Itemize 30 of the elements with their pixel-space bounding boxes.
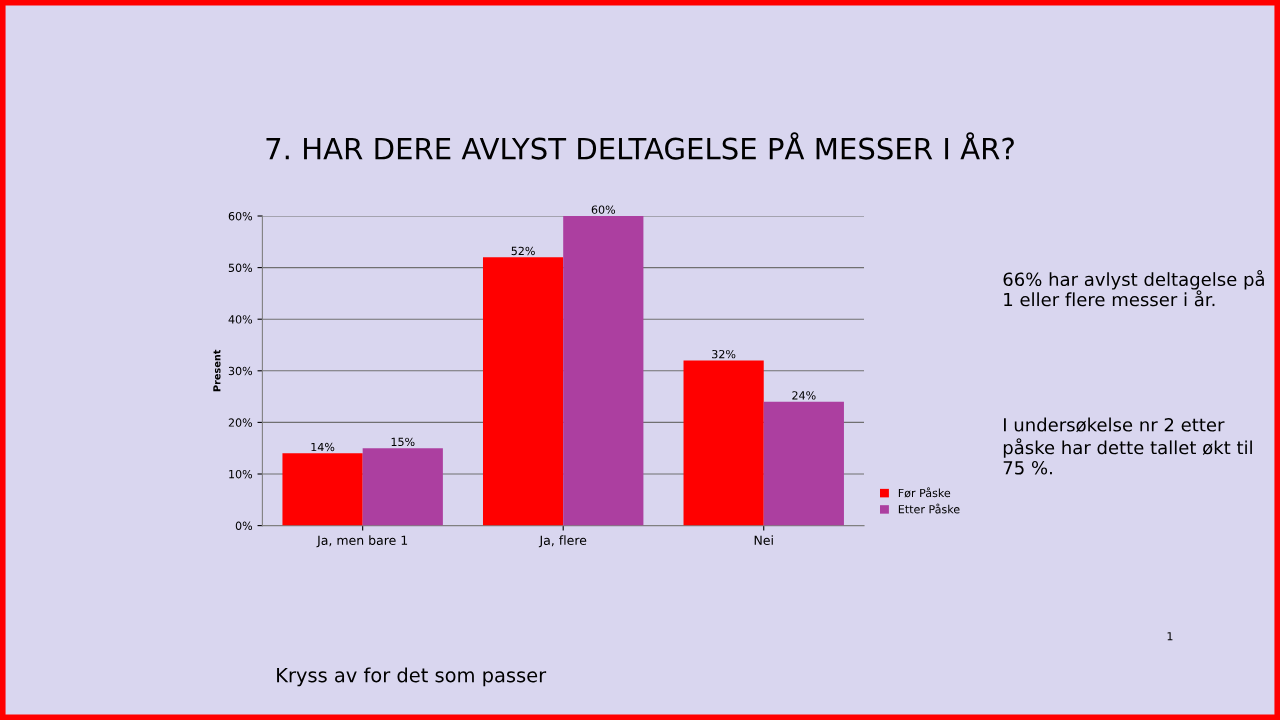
- x-tick-label: Ja, flere: [538, 535, 587, 548]
- y-tick-label: 50%: [228, 263, 253, 272]
- x-tick-label: Ja, men bare 1: [316, 535, 408, 548]
- text: Kryss av for det som passer: [277, 667, 547, 687]
- y-tick-label: 0%: [235, 521, 253, 530]
- y-tick-label: 20%: [228, 418, 253, 427]
- x-tick-label: Nei: [754, 535, 773, 545]
- text: 66% har avlyst deltagelse på 1 eller flere messer i år.: [1003, 270, 1264, 307]
- y-tick-label: 60%: [228, 211, 253, 221]
- legend-label: Før Påske: [898, 487, 951, 498]
- y-tick-label: 40%: [228, 315, 253, 324]
- text: 1: [1167, 632, 1173, 641]
- data-label: 32%: [712, 349, 736, 359]
- data-label: 24%: [792, 391, 816, 400]
- bar: [763, 401, 844, 526]
- data-label: 52%: [511, 246, 535, 256]
- data-label: 15%: [391, 437, 415, 447]
- legend-label: Etter Påske: [898, 503, 960, 514]
- text: I undersøkelse nr 2 etter påske har dette tallet økt til 75 %.: [1003, 417, 1252, 475]
- bar: [683, 360, 764, 526]
- bar: [563, 216, 644, 526]
- y-tick-label: 30%: [228, 366, 253, 376]
- data-label: 60%: [591, 205, 616, 214]
- bar: [482, 257, 564, 526]
- y-axis-title: Present: [213, 349, 221, 392]
- bar: [282, 453, 363, 526]
- y-tick-label: 10%: [229, 469, 253, 479]
- data-label: 14%: [311, 442, 335, 452]
- bar: [362, 448, 443, 526]
- chart-title: 7. HAR DERE AVLYST DELTAGELSE PÅ MESSER I ÅR?: [266, 132, 1014, 160]
